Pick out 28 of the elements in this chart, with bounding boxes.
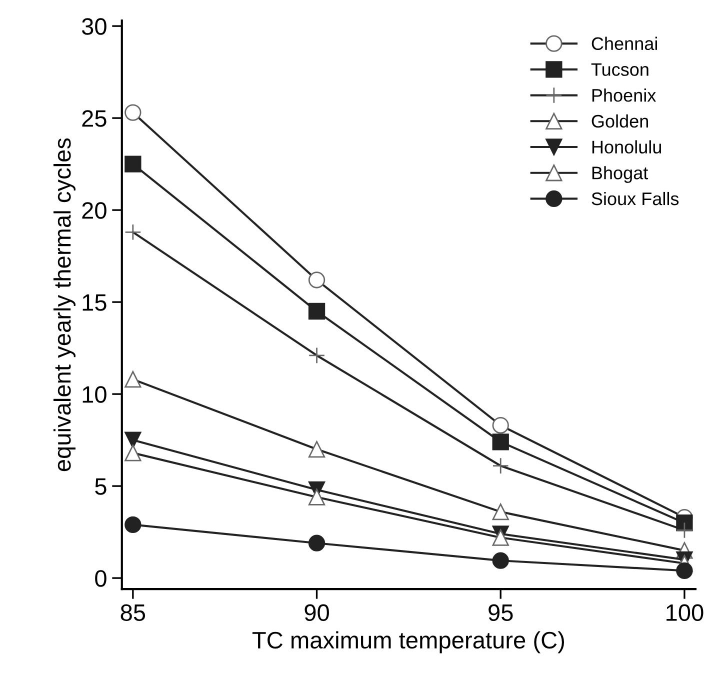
point — [676, 562, 693, 580]
point — [492, 434, 509, 450]
x-tick-label: 95 — [488, 604, 513, 622]
legend-label: Sioux Falls — [592, 192, 679, 206]
legend-label: Golden — [592, 114, 648, 128]
legend-label: Tucson — [591, 63, 648, 76]
legend-label: Chennai — [592, 36, 657, 50]
legend-label: Honolulu — [592, 140, 662, 154]
y-tick-label: 0 — [95, 570, 106, 587]
legend-label: Phoenix — [592, 88, 656, 102]
point — [308, 534, 326, 552]
y-axis-title: equivalent yearly thermal cycles — [53, 138, 76, 472]
legend-label: Bhogat — [592, 166, 648, 183]
y-tick-label: 25 — [82, 110, 106, 127]
point — [124, 516, 142, 534]
point — [124, 432, 142, 448]
y-tick-label: 15 — [82, 294, 106, 311]
y-tick-label: 10 — [82, 386, 106, 403]
x-axis-title: TC maximum temperature (C) — [252, 631, 564, 654]
point — [124, 156, 142, 172]
x-tick-label: 90 — [304, 604, 329, 622]
y-tick-label: 20 — [82, 202, 106, 219]
x-tick-label: 85 — [120, 604, 146, 622]
y-tick-label: 30 — [82, 18, 106, 35]
point — [492, 552, 509, 569]
point — [308, 302, 326, 320]
x-tick-label: 100 — [666, 604, 704, 622]
y-tick-label: 5 — [95, 478, 106, 495]
